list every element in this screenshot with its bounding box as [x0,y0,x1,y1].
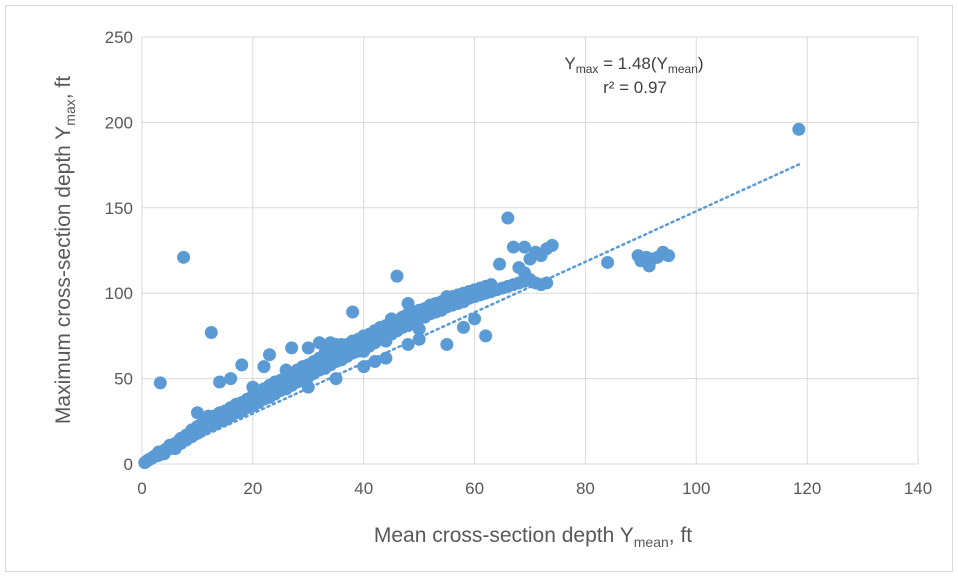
data-point [285,341,299,355]
data-point [468,312,482,326]
data-point [401,296,415,310]
data-point [384,312,398,326]
data-point [423,307,437,321]
data-point [235,358,249,372]
data-point [224,372,238,386]
data-point [601,255,615,269]
data-point [335,337,349,351]
data-point [501,211,515,225]
y-axis-title-main: Maximum cross-section depth Y [52,126,75,424]
data-point [262,348,276,362]
data-point [357,360,371,374]
data-point [301,341,315,355]
y-tick-label: 100 [105,284,133,303]
x-axis-title-suffix: , ft [669,524,693,547]
equation-y: Y [564,54,575,73]
data-point [540,276,554,290]
data-point [368,355,382,369]
equation-body: = 1.48(Y [598,54,667,73]
data-point [204,325,218,339]
x-tick-label: 60 [465,479,484,498]
x-tick-label: 20 [243,479,262,498]
y-axis-title: Maximum cross-section depth Ymax, ft [52,76,78,424]
y-tick-labels: 0 50 100 150 200 250 [105,28,133,474]
data-point [440,290,454,304]
data-point [792,122,806,136]
y-tick-label: 50 [114,370,133,389]
data-point [390,269,404,283]
data-point [177,250,191,264]
data-point [440,337,454,351]
y-axis-title-sub: max [62,99,78,125]
data-point [412,332,426,346]
data-point [479,329,493,343]
x-tick-label: 80 [576,479,595,498]
x-tick-labels: 0 20 40 60 80 100 120 140 [137,479,932,498]
y-tick-label: 0 [124,455,133,474]
equation-close: ) [698,54,704,73]
data-point [346,305,360,319]
data-point [545,238,559,252]
data-point [493,257,507,271]
data-point [246,380,260,394]
x-axis-title: Mean cross-section depth Ymean, ft [374,524,692,550]
x-axis-title-sub: mean [634,534,669,550]
data-point [412,322,426,336]
x-tick-label: 40 [354,479,373,498]
x-tick-label: 140 [904,479,932,498]
data-point [329,372,343,386]
data-point [323,336,337,350]
data-point [456,320,470,334]
data-point [279,363,293,377]
data-point [190,406,204,420]
y-tick-label: 150 [105,199,133,218]
data-point [517,266,531,280]
data-point [506,240,520,254]
data-point [257,360,271,374]
y-tick-label: 200 [105,113,133,132]
x-axis-title-main: Mean cross-section depth Y [374,524,634,547]
x-tick-label: 0 [137,479,146,498]
data-point [301,380,315,394]
data-point [357,344,371,358]
data-point [379,334,393,348]
y-tick-label: 250 [105,28,133,47]
equation-y-sub: max [576,62,599,76]
trendline-r2: r² = 0.97 [603,78,667,97]
x-tick-label: 120 [793,479,821,498]
data-point [379,351,393,365]
data-point [213,375,227,389]
data-points [138,122,806,470]
data-point [312,336,326,350]
data-point [401,337,415,351]
data-point [517,240,531,254]
data-point [662,249,676,263]
x-tick-label: 100 [682,479,710,498]
equation-x-sub: mean [668,62,698,76]
data-point [153,376,167,390]
y-axis-title-suffix: , ft [52,76,75,100]
trendline-equation: Ymax = 1.48(Ymean) [564,54,703,76]
data-point [202,409,216,423]
